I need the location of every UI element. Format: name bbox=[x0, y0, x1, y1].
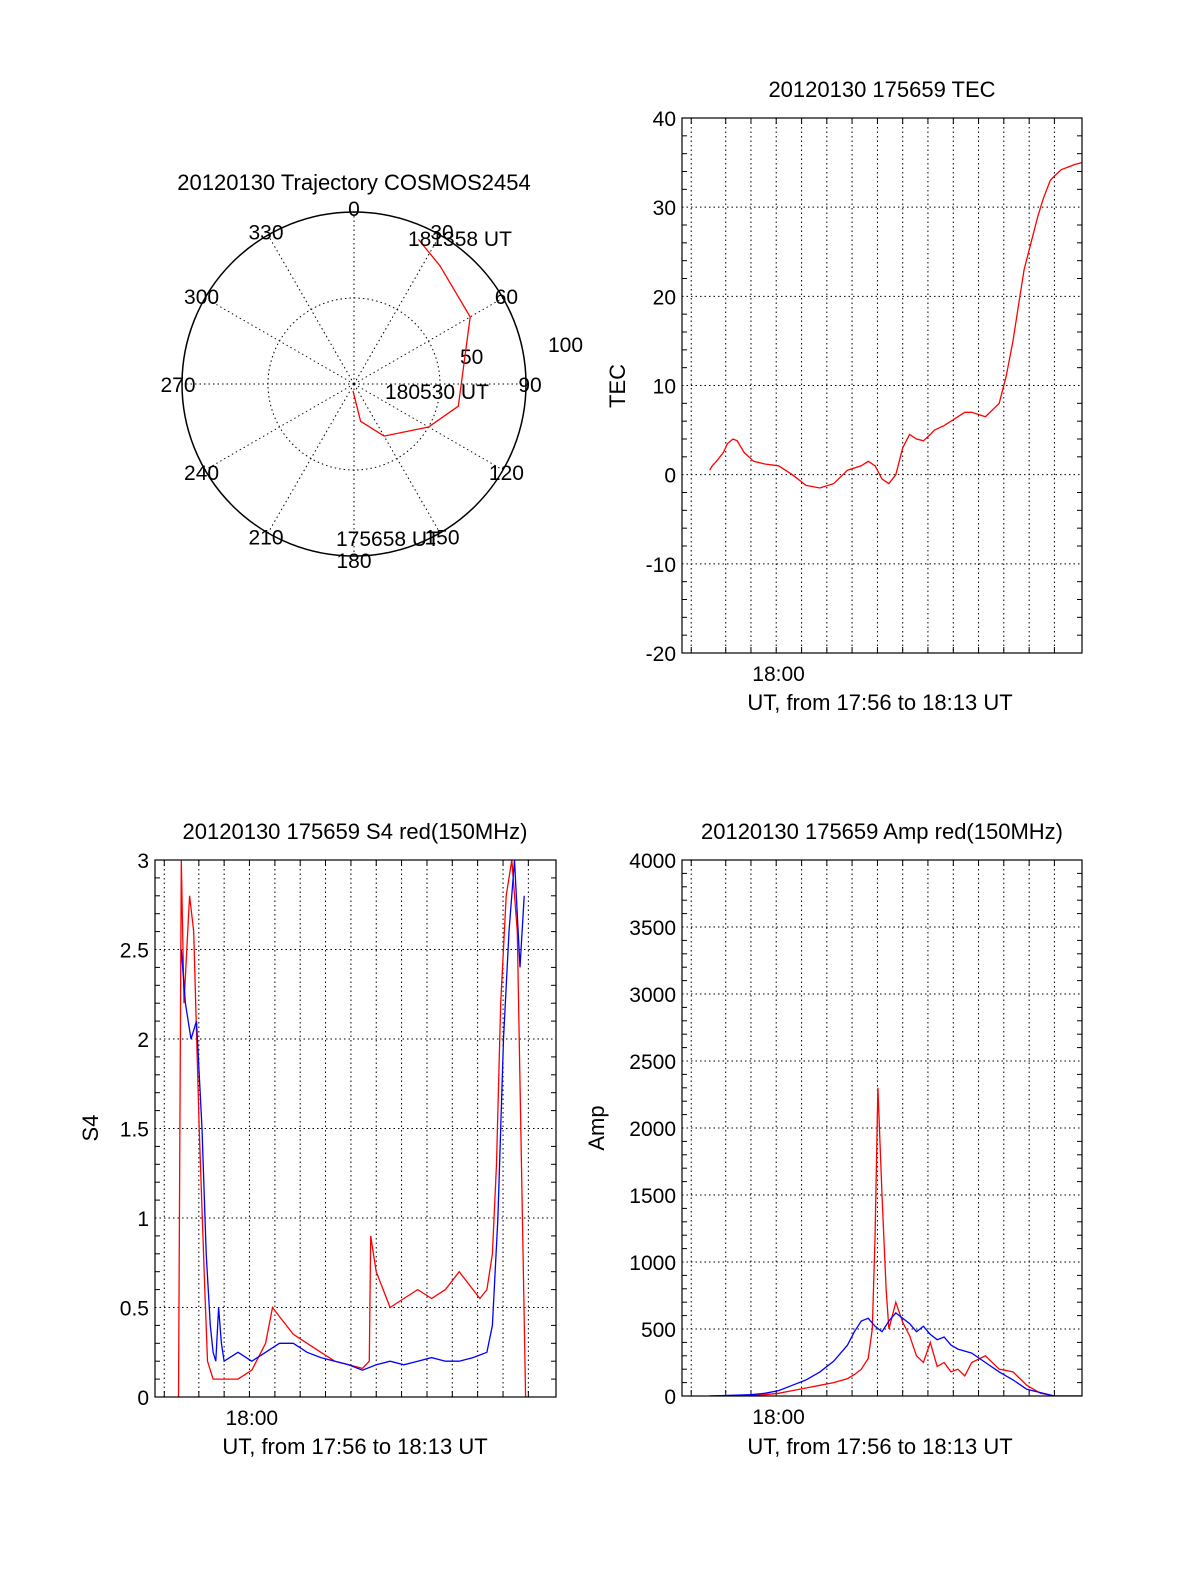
amp-panel: 20120130 175659 Amp red(150MHz) 0 500 1000… bbox=[584, 819, 1083, 1459]
trajectory-end-label: 181358 UT bbox=[408, 228, 512, 251]
polar-spoke bbox=[204, 297, 355, 385]
polar-azimuth-label: 300 bbox=[184, 286, 219, 309]
amp-frame bbox=[681, 859, 1083, 1397]
tec-series-line-1 bbox=[709, 161, 1082, 489]
polar-outer-ring bbox=[181, 211, 527, 557]
polar-azimuth-label: 30 bbox=[430, 222, 453, 245]
amp-ytick-label: 4000 bbox=[629, 850, 676, 873]
trajectory-start-label: 175658 UT bbox=[336, 528, 440, 551]
tec-ytick-label: 10 bbox=[653, 376, 676, 399]
s4-ylabel: S4 bbox=[78, 1115, 103, 1142]
polar-spoke bbox=[353, 297, 504, 385]
polar-spoke bbox=[204, 383, 355, 471]
polar-azimuth-label: 180 bbox=[336, 550, 371, 573]
s4-ytick-label: 2.5 bbox=[120, 940, 149, 963]
s4-series-line-2 bbox=[180, 860, 525, 1371]
s4-ytick-label: 0 bbox=[137, 1387, 149, 1410]
amp-ytick-label: 3500 bbox=[629, 917, 676, 940]
amp-ytick-label: 3000 bbox=[629, 984, 676, 1007]
s4-title: 20120130 175659 S4 red(150MHz) bbox=[183, 819, 528, 844]
amp-ylabel: Amp bbox=[584, 1105, 609, 1150]
trajectory-line bbox=[352, 238, 471, 437]
amp-ytick-label: 1000 bbox=[629, 1252, 676, 1275]
tec-ytick-label: 20 bbox=[653, 286, 676, 309]
amp-ytick-label: 500 bbox=[641, 1319, 676, 1342]
s4-xlabel: UT, from 17:56 to 18:13 UT bbox=[222, 1434, 487, 1459]
polar-azimuth-label: 240 bbox=[184, 462, 219, 485]
tec-xtick-label: 18:00 bbox=[752, 663, 805, 686]
tec-panel: 20120130 175659 TEC -20 -10 0 10 20 30 40 18:00… bbox=[605, 77, 1083, 715]
s4-series-line-1 bbox=[177, 860, 527, 1397]
trajectory-title: 20120130 Trajectory COSMOS2454 bbox=[177, 170, 530, 195]
polar-azimuth-label: 210 bbox=[248, 526, 283, 549]
polar-azimuth-label: 90 bbox=[518, 374, 541, 397]
polar-azimuth-label: 0 bbox=[348, 198, 360, 221]
s4-ytick-label: 0.5 bbox=[120, 1298, 149, 1321]
tec-ytick-label: -20 bbox=[646, 643, 676, 666]
polar-spoke bbox=[267, 383, 355, 534]
polar-azimuth-label: 330 bbox=[248, 222, 283, 245]
s4-frame bbox=[154, 859, 557, 1398]
tec-ytick-label: 0 bbox=[664, 465, 676, 488]
polar-spoke bbox=[267, 234, 355, 385]
s4-ytick-label: 1.5 bbox=[120, 1119, 149, 1142]
s4-ytick-label: 1 bbox=[137, 1208, 149, 1231]
amp-series-line-1 bbox=[709, 1087, 1082, 1396]
amp-plot-area: 0 500 1000 1500 2000 2500 3000 3500 4000 18:00 bbox=[629, 850, 1083, 1429]
s4-ytick-label: 2 bbox=[137, 1029, 149, 1052]
s4-ytick-label: 3 bbox=[137, 850, 149, 873]
tec-ytick-label: 30 bbox=[653, 197, 676, 220]
amp-ytick-label: 2000 bbox=[629, 1118, 676, 1141]
polar-azimuth-label: 270 bbox=[160, 374, 195, 397]
polar-azimuth-label: 60 bbox=[495, 286, 518, 309]
polar-azimuth-label: 150 bbox=[424, 526, 459, 549]
amp-ytick-label: 0 bbox=[664, 1386, 676, 1409]
amp-title: 20120130 175659 Amp red(150MHz) bbox=[701, 819, 1063, 844]
s4-xtick-label: 18:00 bbox=[226, 1407, 279, 1430]
trajectory-panel: 20120130 Trajectory COSMOS2454 0 30 60 90 12… bbox=[160, 170, 583, 573]
tec-xlabel: UT, from 17:56 to 18:13 UT bbox=[747, 690, 1012, 715]
polar-spoke bbox=[353, 234, 441, 385]
s4-panel: 20120130 175659 S4 red(150MHz) 0 0.5 1 1.5 2… bbox=[78, 819, 557, 1459]
tec-ytick-label: -10 bbox=[646, 554, 676, 577]
amp-xtick-label: 18:00 bbox=[752, 1406, 805, 1429]
s4-plot-area: 0 0.5 1 1.5 2 2.5 3 18:00 bbox=[120, 850, 557, 1430]
trajectory-mid-label: 180530 UT bbox=[385, 381, 489, 404]
tec-plot-area: -20 -10 0 10 20 30 40 18:00 bbox=[646, 108, 1083, 686]
amp-xlabel: UT, from 17:56 to 18:13 UT bbox=[747, 1434, 1012, 1459]
amp-series-line-2 bbox=[709, 1312, 1082, 1396]
polar-spoke bbox=[353, 383, 441, 534]
polar-azimuth-labels: 0 30 60 90 120 150 180 210 240 270 300 330 bbox=[160, 198, 541, 573]
tec-ytick-label: 40 bbox=[653, 108, 676, 131]
tec-frame bbox=[681, 117, 1083, 654]
amp-ytick-label: 2500 bbox=[629, 1051, 676, 1074]
tec-title: 20120130 175659 TEC bbox=[768, 77, 995, 102]
polar-radial-label-100: 100 bbox=[548, 334, 583, 357]
polar-azimuth-label: 120 bbox=[489, 462, 524, 485]
tec-ylabel: TEC bbox=[605, 364, 630, 408]
amp-ytick-label: 1500 bbox=[629, 1185, 676, 1208]
